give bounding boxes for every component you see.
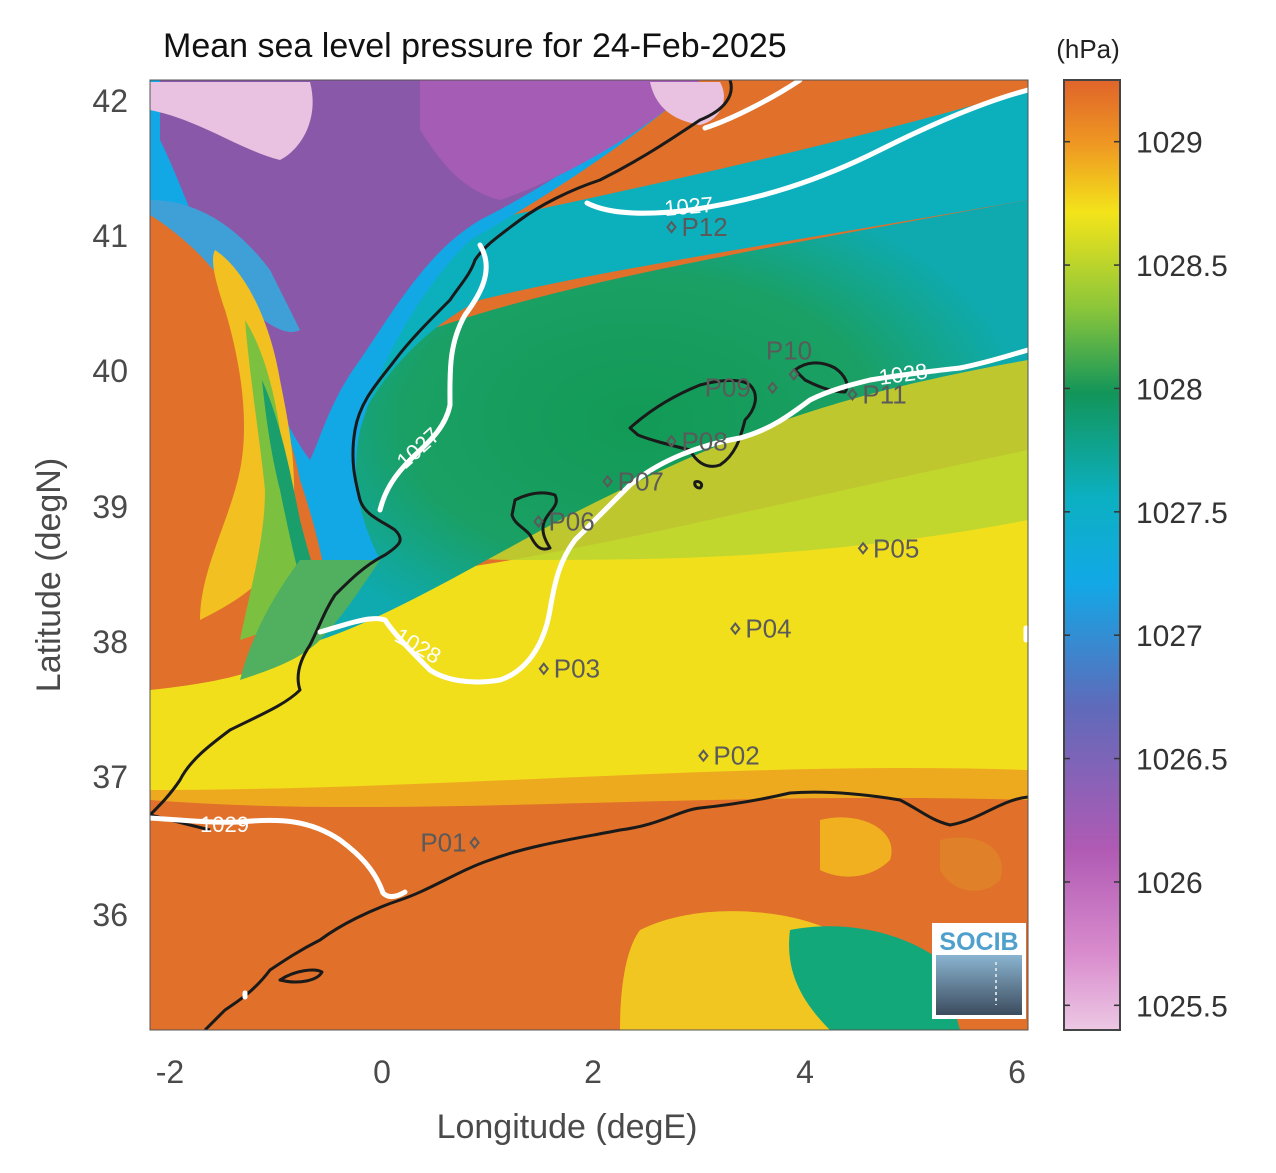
colorbar-tick-label: 1028.5 [1136, 250, 1228, 283]
station-label-p08: P08 [681, 426, 727, 456]
isobars [150, 80, 1028, 1000]
isobar-1027-west [377, 242, 489, 513]
isobar-label-1029: 1029 [200, 812, 249, 837]
y-tick-label: 41 [92, 218, 128, 254]
map-frame [149, 79, 1029, 1031]
colorbar-tick-label: 1025.5 [1136, 990, 1228, 1023]
station-label-p10: P10 [766, 335, 812, 365]
x-ticks: -2 0 2 4 6 [156, 1054, 1026, 1090]
y-tick-label: 37 [92, 759, 128, 795]
coastline-menorca [793, 361, 849, 394]
x-tick-label: 4 [796, 1054, 814, 1090]
colorbar-unit: (hPa) [1056, 34, 1120, 64]
station-marker-p09 [767, 381, 778, 395]
colorbar-tick-label: 1028 [1136, 373, 1203, 406]
y-axis-label: Latitude (degN) [30, 458, 68, 692]
colorbar-tick-label: 1027 [1136, 620, 1203, 653]
station-marker-p11 [847, 387, 858, 402]
station-marker-p12 [666, 220, 677, 234]
station-marker-p05 [857, 541, 869, 555]
x-axis-label: Longitude (degE) [437, 1108, 698, 1146]
isobar-label-1027-north: 1027 [663, 192, 714, 221]
colorbar-ticks: 1029 1028.5 1028 1027.5 1027 1026.5 1026 1025.5 [1064, 127, 1228, 1023]
isobar-1027-north-east [702, 80, 803, 131]
station-marker-p06 [533, 514, 544, 529]
isobar-1029 [150, 815, 408, 900]
y-tick-label: 36 [92, 897, 128, 933]
x-tick-label: 6 [1008, 1054, 1026, 1090]
coastline-alboran [278, 968, 324, 984]
x-tick-label: -2 [156, 1054, 184, 1090]
station-label-p07: P07 [618, 466, 664, 496]
coastline-ibiza [510, 491, 558, 551]
x-tick-label: 0 [373, 1054, 391, 1090]
station-marker-p10 [788, 367, 800, 381]
coastline-spain [150, 80, 733, 817]
station-label-p05: P05 [873, 533, 919, 563]
station-points: P01 P02 P03 P04 P05 P06 P07 P08 P09 P10 P11 P12 [420, 212, 919, 857]
y-ticks: 42 41 40 39 38 37 36 [92, 83, 128, 933]
colorbar-scale [1063, 79, 1121, 1031]
colorbar-tick-label: 1026 [1136, 867, 1203, 900]
socib-logo: SOCIB [932, 923, 1026, 1019]
station-marker-p07 [602, 474, 613, 489]
station-marker-p03 [538, 662, 550, 676]
pressure-field [150, 80, 1028, 1030]
isobar-1027-north [584, 87, 1028, 216]
station-label-p04: P04 [745, 614, 791, 644]
station-label-p03: P03 [554, 654, 600, 684]
x-tick-label: 2 [584, 1054, 602, 1090]
station-marker-p01 [469, 836, 480, 850]
y-tick-label: 40 [92, 353, 128, 389]
isobar-1028-west [317, 347, 1028, 685]
y-tick-label: 38 [92, 624, 128, 660]
station-label-p12: P12 [681, 212, 727, 242]
station-label-p11: P11 [862, 379, 906, 409]
station-label-p06: P06 [548, 507, 594, 537]
station-label-p09: P09 [705, 373, 751, 403]
colorbar-tick-label: 1026.5 [1136, 744, 1228, 777]
station-marker-p08 [666, 434, 677, 448]
socib-logo-text: SOCIB [939, 928, 1018, 956]
y-tick-label: 42 [92, 83, 128, 119]
chart-title: Mean sea level pressure for 24-Feb-2025 [163, 27, 787, 65]
colorbar-tick-label: 1029 [1136, 127, 1203, 160]
station-label-p02: P02 [713, 741, 759, 771]
colorbar: (hPa) 1029 1028.5 1028 1027.5 1027 1026.5 1026… [1056, 34, 1228, 1031]
station-label-p01: P01 [420, 828, 466, 858]
colorbar-tick-label: 1027.5 [1136, 497, 1228, 530]
station-marker-p04 [730, 621, 741, 636]
y-tick-label: 39 [92, 489, 128, 525]
coastline-cabrera [693, 480, 704, 490]
station-marker-p02 [698, 749, 709, 763]
